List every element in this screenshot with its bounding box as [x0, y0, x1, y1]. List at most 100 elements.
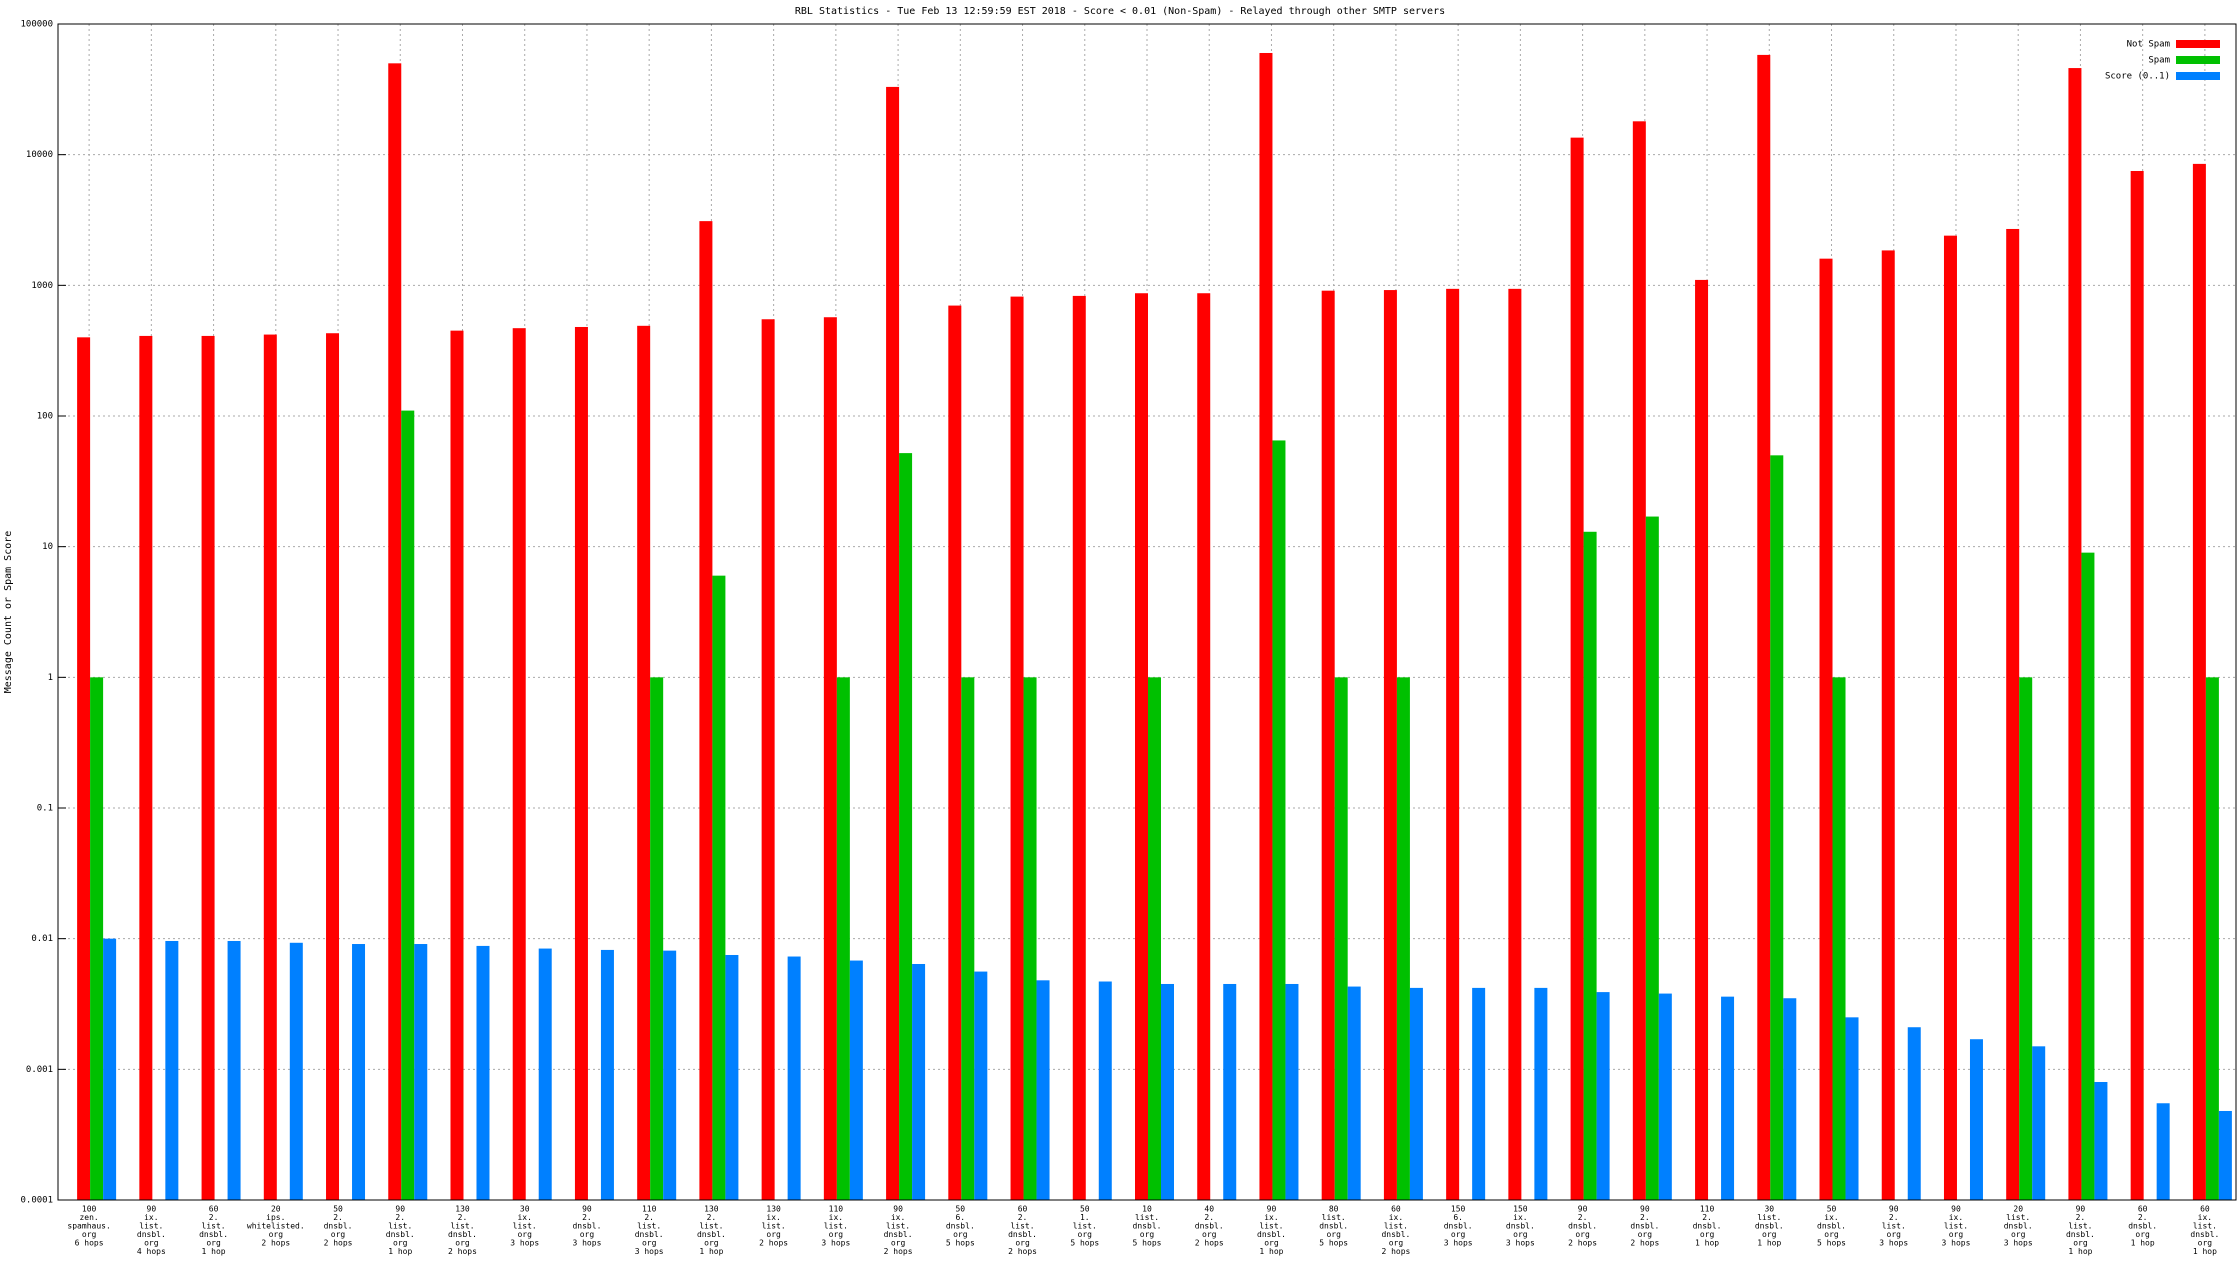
legend-label: Score (0..1) — [2105, 72, 2170, 82]
x-tick-label: 3 hops — [635, 1247, 664, 1256]
x-tick-label: 90 — [1889, 1205, 1899, 1214]
bar — [948, 305, 962, 1200]
bar — [1010, 296, 1024, 1201]
bar — [1135, 293, 1148, 1200]
x-tick-label: ix. — [1949, 1213, 1963, 1222]
x-tick-label: 2 hops — [884, 1247, 913, 1256]
bar — [1383, 290, 1397, 1200]
x-tick-label: 2. — [707, 1213, 717, 1222]
bar — [1347, 986, 1361, 1200]
bar — [103, 938, 117, 1200]
x-tick-label: 2. — [1578, 1213, 1588, 1222]
bar — [761, 319, 775, 1200]
bar — [1272, 440, 1286, 1200]
bar — [2094, 1081, 2108, 1200]
bar — [2068, 68, 2082, 1201]
x-tick-label: org — [766, 1230, 781, 1239]
x-tick-label: org — [1451, 1230, 1466, 1239]
x-tick-label: 2. — [582, 1213, 592, 1222]
x-tick-label: 2 hops — [448, 1247, 477, 1256]
x-tick-label: 60 — [2200, 1205, 2210, 1214]
x-tick-label: org — [891, 1239, 906, 1248]
x-tick-label: 50 — [333, 1205, 343, 1214]
x-tick-label: 90 — [1640, 1205, 1650, 1214]
bar — [1472, 987, 1486, 1200]
y-tick-label: 0.1 — [37, 804, 53, 814]
bar — [1334, 677, 1348, 1200]
bar — [1783, 998, 1797, 1200]
x-tick-label: 3 hops — [821, 1239, 850, 1248]
bar — [1321, 290, 1335, 1200]
x-tick-label: 1 hop — [2131, 1239, 2155, 1248]
bar — [1969, 1039, 1983, 1200]
x-tick-label: list. — [1322, 1213, 1346, 1222]
x-tick-label: org — [1762, 1230, 1777, 1239]
bar — [912, 963, 926, 1200]
x-tick-label: 130 — [455, 1205, 470, 1214]
bar — [1223, 983, 1237, 1200]
x-tick-label: list. — [1010, 1222, 1034, 1231]
bar — [538, 948, 552, 1200]
bar — [2006, 228, 2020, 1200]
legend-swatch — [2176, 40, 2220, 48]
y-tick-label: 1000 — [31, 281, 53, 291]
bar — [1757, 54, 1771, 1200]
x-tick-label: ix. — [144, 1213, 158, 1222]
x-tick-label: 50 — [955, 1205, 965, 1214]
x-tick-label: list. — [762, 1222, 786, 1231]
x-tick-label: 6. — [955, 1213, 965, 1222]
bar — [90, 677, 104, 1200]
bar — [2019, 677, 2033, 1200]
bar — [699, 221, 713, 1201]
bar — [849, 960, 863, 1200]
x-tick-label: 5 hops — [1817, 1239, 1846, 1248]
x-tick-label: org — [1078, 1230, 1093, 1239]
x-tick-label: list. — [1757, 1213, 1781, 1222]
x-tick-label: 5 hops — [1070, 1239, 1099, 1248]
bar — [1161, 983, 1174, 1200]
x-tick-label: ix. — [1824, 1213, 1838, 1222]
bar — [1072, 295, 1086, 1201]
y-tick-label: 100 — [37, 412, 53, 422]
bar — [476, 945, 490, 1200]
bar — [1770, 455, 1784, 1200]
bar — [1259, 52, 1273, 1200]
legend-label: Spam — [2148, 56, 2170, 66]
x-tick-label: 2 hops — [1008, 1247, 1037, 1256]
x-tick-label: 3 hops — [1444, 1239, 1473, 1248]
x-tick-label: org — [1015, 1239, 1030, 1248]
x-tick-label: org — [1513, 1230, 1528, 1239]
y-tick-label: 10000 — [26, 150, 53, 160]
x-tick-label: 90 — [1267, 1205, 1277, 1214]
x-tick-label: 150 — [1451, 1205, 1466, 1214]
x-tick-label: 60 — [1018, 1205, 1028, 1214]
x-tick-label: whitelisted. — [247, 1222, 305, 1231]
x-tick-label: org — [2011, 1230, 2026, 1239]
x-tick-label: org — [2135, 1230, 2150, 1239]
x-tick-label: 90 — [893, 1205, 903, 1214]
bar — [663, 950, 677, 1200]
x-tick-label: list. — [2068, 1222, 2092, 1231]
x-tick-label: 90 — [2076, 1205, 2086, 1214]
x-tick-label: 30 — [1764, 1205, 1774, 1214]
x-tick-label: org — [2073, 1239, 2088, 1248]
bar — [974, 971, 988, 1200]
x-tick-label: 2 hops — [1381, 1247, 1410, 1256]
bar — [1907, 1027, 1921, 1200]
x-tick-label: 6. — [1453, 1213, 1463, 1222]
y-tick-label: 100000 — [20, 20, 53, 30]
x-tick-label: dnsbl. — [1506, 1222, 1535, 1231]
y-axis-label: Message Count or Spam Score — [3, 531, 14, 694]
x-tick-label: 1 hop — [2193, 1247, 2217, 1256]
x-tick-label: 30 — [520, 1205, 530, 1214]
x-tick-label: ix. — [766, 1213, 780, 1222]
y-tick-label: 1 — [48, 673, 53, 683]
x-tick-label: 2. — [1018, 1213, 1028, 1222]
bar — [326, 333, 340, 1200]
x-tick-label: 150 — [1513, 1205, 1528, 1214]
bar — [886, 86, 900, 1200]
x-tick-label: 1 hop — [202, 1247, 226, 1256]
x-tick-label: list. — [1384, 1222, 1408, 1231]
bar — [401, 410, 415, 1200]
x-tick-label: dnsbl. — [635, 1230, 664, 1239]
